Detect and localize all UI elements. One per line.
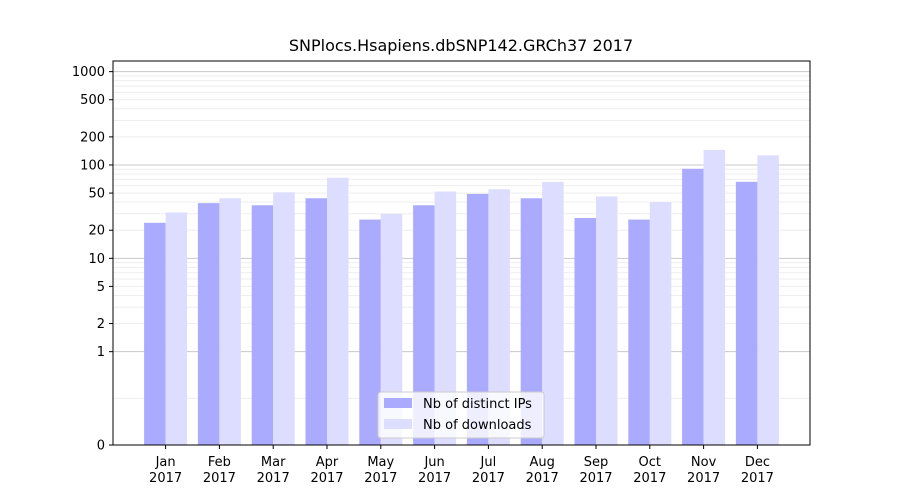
legend-label-distinct-ips: Nb of distinct IPs — [423, 397, 532, 412]
bar-downloads-oct — [649, 202, 672, 445]
x-tick-label: Nov 2017 — [687, 455, 720, 486]
bar-downloads-may — [380, 213, 403, 445]
bar-downloads-nov — [703, 149, 726, 445]
bar-distinct-ips-dec — [735, 181, 758, 445]
bar-distinct-ips-sep — [574, 218, 596, 445]
x-tick-label: Jan 2017 — [149, 455, 182, 486]
y-tick-label: 50 — [88, 187, 105, 202]
bar-distinct-ips-jan — [144, 222, 166, 445]
plot-frame — [112, 60, 811, 446]
x-tick-label: Sep 2017 — [579, 455, 612, 486]
bar-downloads-mar — [273, 192, 295, 445]
chart-title: SNPlocs.Hsapiens.dbSNP142.GRCh37 2017 — [289, 36, 633, 55]
bar-distinct-ips-aug — [520, 198, 543, 445]
bar-downloads-aug — [542, 181, 564, 445]
bar-downloads-jun — [434, 191, 457, 445]
bar-distinct-ips-may — [359, 219, 381, 445]
legend-swatch-distinct-ips — [384, 398, 412, 408]
x-tick-label: Dec 2017 — [741, 455, 774, 486]
legend-label-downloads: Nb of downloads — [423, 418, 532, 433]
legend-swatch-downloads — [384, 419, 412, 429]
x-tick-label: Apr 2017 — [310, 455, 343, 486]
x-tick-label: Mar 2017 — [257, 455, 290, 486]
bar-distinct-ips-mar — [251, 205, 274, 445]
legend: Nb of distinct IPs Nb of downloads — [377, 391, 545, 439]
bar-distinct-ips-nov — [682, 168, 704, 446]
y-tick-label: 500 — [80, 93, 105, 108]
y-tick-label: 100 — [80, 158, 105, 173]
legend-box — [377, 391, 545, 439]
x-tick-label: May 2017 — [364, 455, 397, 486]
y-tick-label: 10 — [88, 252, 105, 267]
x-tick-label: Aug 2017 — [526, 455, 559, 486]
bar-distinct-ips-feb — [197, 203, 220, 445]
bar-distinct-ips-jun — [413, 205, 435, 445]
bar-downloads-jan — [165, 212, 188, 445]
bar-downloads-sep — [596, 196, 618, 445]
x-tick-label: Feb 2017 — [203, 455, 236, 486]
x-tick-label: Jun 2017 — [418, 455, 451, 486]
y-tick-label: 0 — [97, 439, 105, 454]
bar-downloads-dec — [757, 155, 779, 446]
bars — [144, 149, 779, 446]
y-tick-label: 200 — [80, 130, 105, 145]
bar-downloads-apr — [327, 177, 349, 445]
bar-distinct-ips-apr — [305, 198, 327, 445]
y-tick-label: 2 — [97, 317, 105, 332]
y-tick-label: 1000 — [72, 65, 105, 80]
bar-distinct-ips-jul — [466, 193, 489, 445]
y-tick-label: 20 — [88, 224, 105, 239]
bar-downloads-jul — [488, 189, 510, 445]
y-axis: 0 1 2 5 10 20 50 100 200 500 1000 — [72, 65, 113, 454]
y-tick-label: 5 — [97, 280, 105, 295]
x-axis: Jan 2017 Feb 2017 Mar 2017 Apr 2017 May 2017 Jun 20… — [149, 445, 774, 486]
bar-distinct-ips-oct — [628, 219, 650, 445]
x-tick-label: Oct 2017 — [633, 455, 666, 486]
y-tick-label: 1 — [97, 345, 105, 360]
bar-downloads-feb — [219, 198, 241, 445]
x-tick-label: Jul 2017 — [472, 455, 505, 486]
